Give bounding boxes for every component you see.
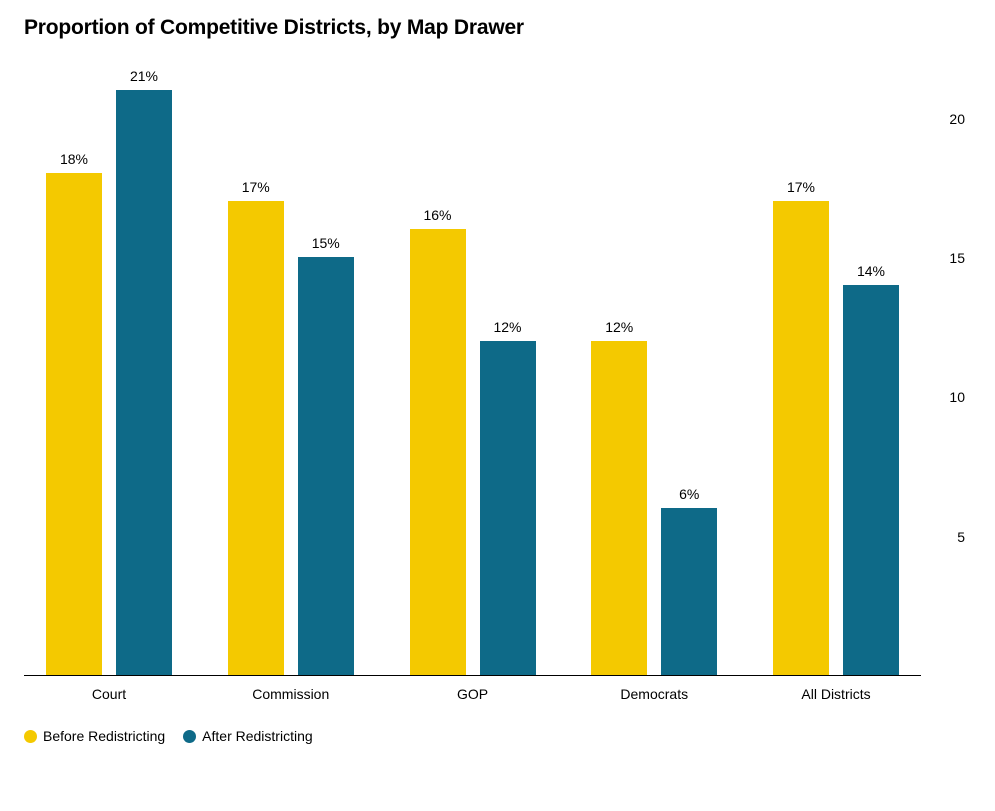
bar: 18% [46,173,102,675]
bar-value-label: 21% [130,68,158,84]
bar-value-label: 18% [60,151,88,167]
bar: 16% [410,229,466,675]
bar-value-label: 17% [787,179,815,195]
bar-value-label: 12% [493,319,521,335]
x-axis-label: GOP [457,686,488,702]
bar: 17% [228,201,284,675]
bar: 15% [298,257,354,675]
y-tick: 5 [957,529,965,545]
chart-title: Proportion of Competitive Districts, by … [24,16,971,40]
bar-value-label: 16% [423,207,451,223]
x-axis-label: All Districts [801,686,870,702]
bar-value-label: 15% [312,235,340,251]
bar: 6% [661,508,717,675]
chart-container: Proportion of Competitive Districts, by … [0,0,995,811]
bar-value-label: 6% [679,486,699,502]
legend-swatch-after [183,730,196,743]
bar: 21% [116,90,172,675]
legend-label-after: After Redistricting [202,728,312,744]
bar-value-label: 14% [857,263,885,279]
x-axis: Court Commission GOP Democrats All Districts [24,676,921,712]
bar: 12% [480,341,536,675]
bar-value-label: 12% [605,319,633,335]
y-tick: 15 [949,250,965,266]
bar: 14% [843,285,899,675]
y-tick: 10 [949,389,965,405]
bar: 17% [773,201,829,675]
chart-wrap: 18%21%17%15%16%12%12%6%17%14% 5101520 Co… [24,62,971,712]
legend-item-before: Before Redistricting [24,728,165,744]
y-axis: 5 10 15 20 [921,62,971,676]
x-axis-label: Democrats [620,686,688,702]
y-tick: 20 [949,111,965,127]
bar-value-label: 17% [242,179,270,195]
legend-swatch-before [24,730,37,743]
x-axis-label: Commission [252,686,329,702]
legend: Before Redistricting After Redistricting [24,728,971,744]
bar: 12% [591,341,647,675]
legend-label-before: Before Redistricting [43,728,165,744]
legend-item-after: After Redistricting [183,728,312,744]
x-axis-label: Court [92,686,126,702]
plot-area: 18%21%17%15%16%12%12%6%17%14% [24,62,921,676]
